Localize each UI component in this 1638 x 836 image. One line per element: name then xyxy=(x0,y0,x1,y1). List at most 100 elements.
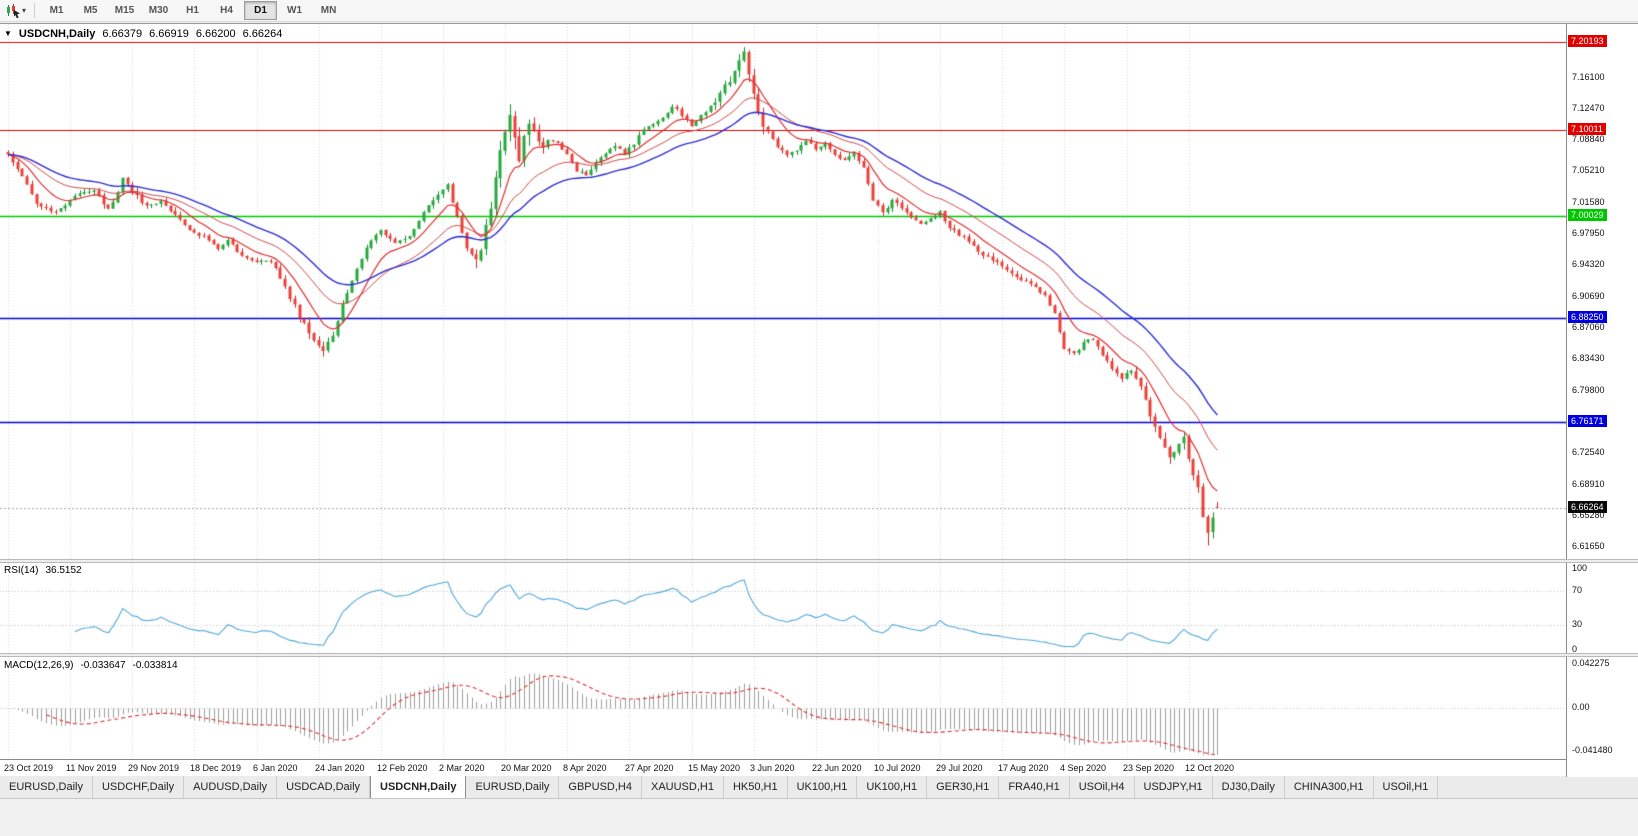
price-line-badge: 7.10011 xyxy=(1568,123,1606,135)
price-axis-label: 6.90690 xyxy=(1572,291,1605,301)
price-axis-label: 6.68910 xyxy=(1572,479,1605,489)
time-axis-label: 17 Aug 2020 xyxy=(998,763,1049,773)
tab-xauusd-h1[interactable]: XAUUSD,H1 xyxy=(642,776,724,798)
toolbar: ▾ M1 M5 M15 M30 H1 H4 D1 W1 MN xyxy=(0,0,1638,22)
time-axis-label: 22 Jun 2020 xyxy=(812,763,862,773)
macd-axis-label: 0.042275 xyxy=(1572,658,1610,668)
time-axis-label: 8 Apr 2020 xyxy=(563,763,607,773)
price-chart-canvas[interactable] xyxy=(0,24,1566,559)
tab-usoil-h4[interactable]: USOil,H4 xyxy=(1070,776,1135,798)
chart-header: ▼ USDCNH,Daily 6.66379 6.66919 6.66200 6… xyxy=(4,28,282,40)
timeframe-button-d1[interactable]: D1 xyxy=(244,1,278,20)
time-axis-label: 12 Feb 2020 xyxy=(377,763,428,773)
time-axis-label: 29 Nov 2019 xyxy=(128,763,180,773)
toolbar-separator xyxy=(34,3,36,18)
timeframe-button-m15[interactable]: M15 xyxy=(114,5,135,16)
tab-china300-h1[interactable]: CHINA300,H1 xyxy=(1285,776,1374,798)
price-axis-label: 6.65280 xyxy=(1572,510,1605,520)
price-axis-label: 6.87060 xyxy=(1572,322,1605,332)
price-axis-label: 7.12470 xyxy=(1572,103,1605,113)
tab-eurusd-daily[interactable]: EURUSD,Daily xyxy=(0,776,93,798)
bid-price-badge: 6.66264 xyxy=(1568,501,1607,513)
panel-splitter[interactable] xyxy=(0,653,1638,657)
rsi-value: 36.5152 xyxy=(45,565,82,576)
timeframe-button-h4[interactable]: H4 xyxy=(220,5,233,16)
timeframe-button-mn[interactable]: MN xyxy=(320,5,337,16)
timeframe-button-m30[interactable]: M30 xyxy=(148,5,169,16)
time-axis-label: 20 Mar 2020 xyxy=(501,763,552,773)
timeframe-button-m1[interactable]: M1 xyxy=(49,5,64,16)
status-area xyxy=(0,799,1638,836)
time-axis-label: 2 Mar 2020 xyxy=(439,763,485,773)
price-line-badge: 6.88250 xyxy=(1568,311,1607,323)
ohlc-open: 6.66379 xyxy=(102,28,143,40)
time-axis-label: 23 Oct 2019 xyxy=(4,763,54,773)
time-axis-label: 29 Jul 2020 xyxy=(936,763,983,773)
price-axis-label: 7.01580 xyxy=(1572,197,1605,207)
macd-chart-canvas[interactable] xyxy=(0,657,1566,759)
time-axis-label: 23 Sep 2020 xyxy=(1123,763,1175,773)
price-axis-label: 7.05210 xyxy=(1572,165,1605,175)
macd-value-signal: -0.033814 xyxy=(132,660,178,671)
time-axis-label: 3 Jun 2020 xyxy=(750,763,795,773)
tab-gbpusd-h4[interactable]: GBPUSD,H4 xyxy=(559,776,642,798)
tab-usdcnh-daily[interactable]: USDCNH,Daily xyxy=(370,776,467,798)
time-axis-label: 24 Jan 2020 xyxy=(315,763,365,773)
tab-ger30-h1[interactable]: GER30,H1 xyxy=(927,776,1000,798)
macd-axis-label: 0.00 xyxy=(1572,702,1590,712)
price-axis[interactable]: 7.16100 7.12470 7.08840 7.05210 7.01580 6.979… xyxy=(1566,24,1638,777)
chart-tabs-bar: EURUSD,Daily USDCHF,Daily AUDUSD,Daily USDC… xyxy=(0,776,1638,799)
rsi-axis-label: 30 xyxy=(1572,619,1583,629)
time-axis-label: 10 Jul 2020 xyxy=(874,763,921,773)
timeframe-buttons: M1 M5 M15 M30 H1 H4 D1 W1 MN xyxy=(40,1,345,20)
tab-fra40-h1[interactable]: FRA40,H1 xyxy=(999,776,1070,798)
price-axis-label: 6.83430 xyxy=(1572,353,1605,363)
tab-usoil-h1[interactable]: USOil,H1 xyxy=(1374,776,1439,798)
tab-audusd-daily[interactable]: AUDUSD,Daily xyxy=(184,776,278,798)
timeframe-button-h1[interactable]: H1 xyxy=(186,5,199,16)
ohlc-low: 6.66200 xyxy=(195,28,236,40)
chart-window: 7.16100 7.12470 7.08840 7.05210 7.01580 6.979… xyxy=(0,23,1638,777)
tab-usdcad-daily[interactable]: USDCAD,Daily xyxy=(277,776,371,798)
time-axis-label: 4 Sep 2020 xyxy=(1060,763,1107,773)
rsi-axis-label: 70 xyxy=(1572,585,1583,595)
price-line-badge: 7.20193 xyxy=(1568,35,1607,47)
tab-hk50-h1[interactable]: HK50,H1 xyxy=(724,776,788,798)
macd-axis-label: -0.041480 xyxy=(1572,745,1613,755)
tab-dj30-daily[interactable]: DJ30,Daily xyxy=(1213,776,1285,798)
time-axis-label: 27 Apr 2020 xyxy=(625,763,674,773)
price-axis-label: 7.16100 xyxy=(1572,72,1605,82)
ohlc-close: 6.66264 xyxy=(242,28,283,40)
price-axis-label: 6.61650 xyxy=(1572,541,1605,551)
time-axis[interactable]: 23 Oct 2019 11 Nov 2019 29 Nov 2019 18 Dec … xyxy=(0,759,1638,777)
chart-menu-icon[interactable]: ▼ xyxy=(4,29,12,38)
time-axis-label: 12 Oct 2020 xyxy=(1185,763,1235,773)
price-line-badge: 7.00029 xyxy=(1568,209,1607,221)
rsi-chart-canvas[interactable] xyxy=(0,563,1566,653)
ohlc-high: 6.66919 xyxy=(149,28,189,40)
tab-eurusd-daily[interactable]: EURUSD,Daily xyxy=(466,776,560,798)
price-axis-label: 6.79800 xyxy=(1572,385,1605,395)
time-axis-label: 15 May 2020 xyxy=(688,763,741,773)
tab-usdchf-daily[interactable]: USDCHF,Daily xyxy=(93,776,185,798)
chart-cursor-icon[interactable] xyxy=(4,3,22,19)
time-axis-label: 11 Nov 2019 xyxy=(66,763,117,773)
rsi-header: RSI(14) 36.5152 xyxy=(4,565,82,576)
macd-value-main: -0.033647 xyxy=(80,660,126,671)
tab-uk100-h1[interactable]: UK100,H1 xyxy=(788,776,858,798)
panel-splitter[interactable] xyxy=(0,559,1638,563)
price-axis-label: 7.08840 xyxy=(1572,134,1605,144)
tab-usdjpy-h1[interactable]: USDJPY,H1 xyxy=(1135,776,1213,798)
time-axis-label: 18 Dec 2019 xyxy=(190,763,242,773)
price-axis-label: 6.97950 xyxy=(1572,228,1605,238)
timeframe-button-w1[interactable]: W1 xyxy=(287,5,303,16)
rsi-label: RSI(14) xyxy=(4,565,39,576)
price-line-badge: 6.76171 xyxy=(1568,415,1607,427)
time-axis-label: 6 Jan 2020 xyxy=(253,763,298,773)
rsi-axis-label: 100 xyxy=(1572,563,1588,573)
timeframe-button-m5[interactable]: M5 xyxy=(83,5,98,16)
tab-uk100-h1[interactable]: UK100,H1 xyxy=(857,776,928,798)
chevron-down-icon[interactable]: ▾ xyxy=(22,6,27,15)
price-axis-label: 6.94320 xyxy=(1572,259,1605,269)
macd-header: MACD(12,26,9) -0.033647 -0.033814 xyxy=(4,660,178,671)
